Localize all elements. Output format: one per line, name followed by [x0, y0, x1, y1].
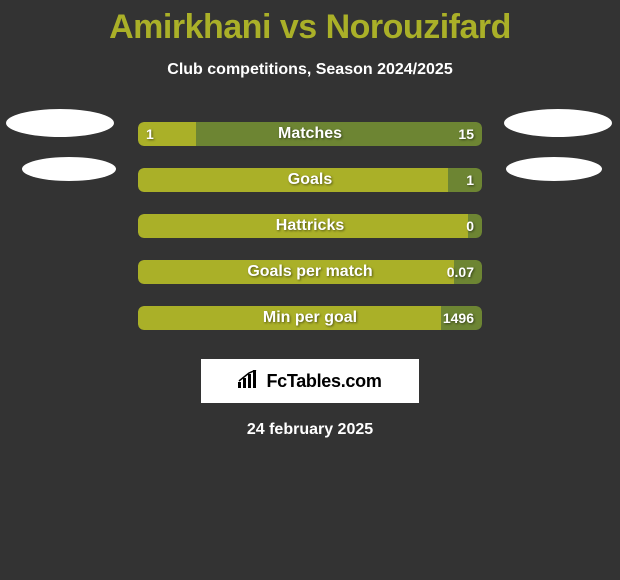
stat-label: Matches — [278, 125, 342, 143]
stat-label: Goals — [288, 171, 332, 189]
stat-row: Min per goal 1496 — [0, 295, 620, 341]
stat-bar: Goals 1 — [138, 168, 482, 192]
right-value: 0 — [466, 218, 474, 234]
stat-bar: Min per goal 1496 — [138, 306, 482, 330]
page-title: Amirkhani vs Norouzifard — [0, 0, 620, 47]
left-player-ellipse — [6, 109, 114, 137]
stat-bar: Goals per match 0.07 — [138, 260, 482, 284]
stat-bar: 1 Matches 15 — [138, 122, 482, 146]
stat-label: Min per goal — [263, 309, 357, 327]
stat-row: 1 Matches 15 — [0, 111, 620, 157]
bar-right-segment — [448, 168, 482, 192]
stat-row: Goals 1 — [0, 157, 620, 203]
comparison-chart: 1 Matches 15 Goals 1 Hattricks 0 Goals per matc… — [0, 111, 620, 341]
right-value: 15 — [458, 126, 474, 142]
stat-bar: Hattricks 0 — [138, 214, 482, 238]
stat-label: Goals per match — [247, 263, 372, 281]
right-value: 0.07 — [447, 264, 474, 280]
left-value: 1 — [146, 126, 154, 142]
stat-row: Goals per match 0.07 — [0, 249, 620, 295]
subtitle: Club competitions, Season 2024/2025 — [0, 61, 620, 79]
chart-icon — [238, 370, 260, 393]
logo-text: FcTables.com — [266, 371, 381, 392]
right-player-ellipse — [504, 109, 612, 137]
stat-label: Hattricks — [276, 217, 344, 235]
date-label: 24 february 2025 — [0, 421, 620, 439]
right-player-ellipse — [506, 157, 602, 181]
stat-row: Hattricks 0 — [0, 203, 620, 249]
logo-box: FcTables.com — [201, 359, 419, 403]
left-player-ellipse — [22, 157, 116, 181]
right-value: 1496 — [443, 310, 474, 326]
right-value: 1 — [466, 172, 474, 188]
